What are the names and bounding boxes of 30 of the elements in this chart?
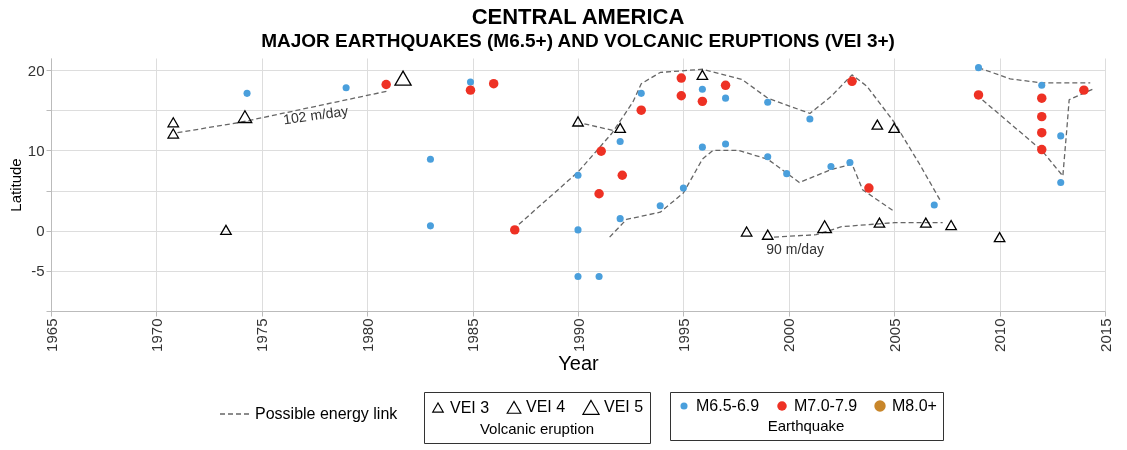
y-tick-label: 0 <box>36 222 45 240</box>
legend-label: VEI 5 <box>604 398 644 416</box>
y-tick-label: -5 <box>31 262 45 280</box>
x-tick-label: 1985 <box>464 318 482 352</box>
legend-label: M8.0+ <box>892 397 937 414</box>
x-tick-label: 1980 <box>358 318 376 352</box>
annotation: 90 m/day <box>766 240 824 257</box>
x-tick-label: 1975 <box>253 318 271 352</box>
legend-label: VEI 4 <box>526 398 566 416</box>
text: Volcanic eruption <box>479 420 595 437</box>
y-axis-title: Latitude <box>6 158 24 212</box>
y-tick-label: 10 <box>27 141 45 159</box>
x-tick-label: 2010 <box>991 318 1009 352</box>
x-tick-label: 1965 <box>42 318 60 352</box>
annotation: 102 m/day <box>282 102 350 128</box>
x-axis-title: Year <box>558 351 600 374</box>
legend-label: M7.0-7.9 <box>794 397 858 414</box>
legend-label: Possible energy link <box>255 405 399 422</box>
x-tick-label: 2005 <box>885 318 903 352</box>
chart-subtitle: MAJOR EARTHQUAKES (M6.5+) AND VOLCANIC ERUPTIONS (VEI 3+) <box>261 30 895 51</box>
x-tick-label: 1970 <box>147 318 165 352</box>
x-tick-label: 2015 <box>1096 318 1114 352</box>
x-tick-label: 1990 <box>569 318 587 352</box>
x-tick-label: 2000 <box>780 318 798 352</box>
y-tick-label: 20 <box>27 61 45 79</box>
legend-label: M6.5-6.9 <box>696 397 760 414</box>
chart-title: CENTRAL AMERICA <box>471 4 685 29</box>
x-tick-label: 1995 <box>674 318 692 352</box>
legend-label: VEI 3 <box>450 398 490 416</box>
text: Earthquake <box>767 417 845 434</box>
